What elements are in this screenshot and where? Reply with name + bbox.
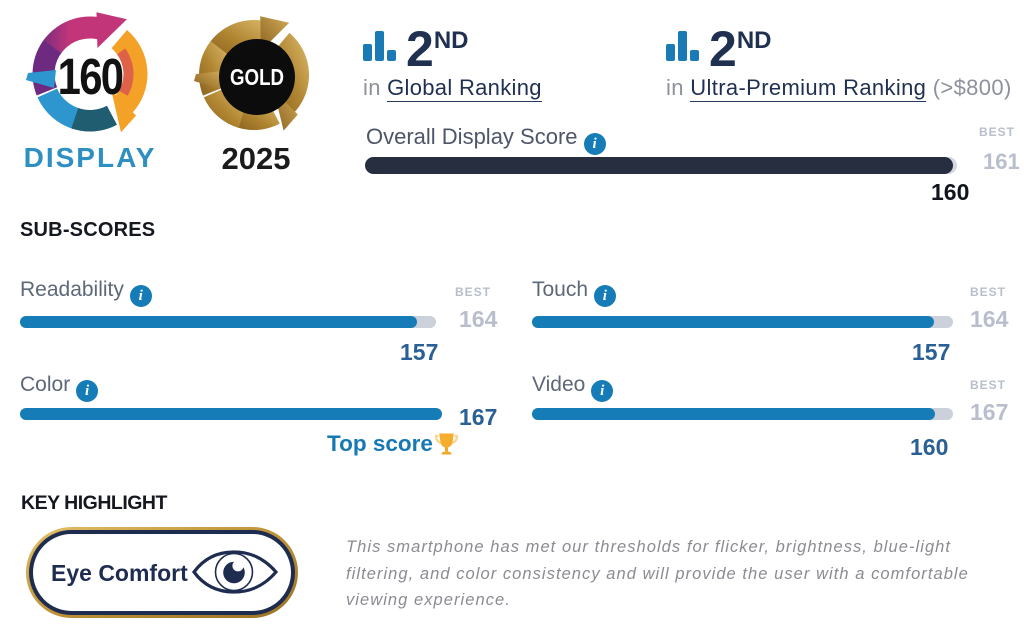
svg-text:GOLD: GOLD [230, 64, 284, 90]
